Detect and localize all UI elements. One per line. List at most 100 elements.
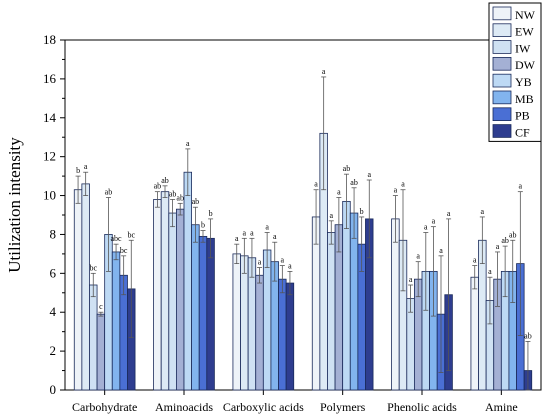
x-category-label: Amine [485,400,518,414]
significance-label: a [488,267,492,276]
x-axis: Carbohydrate Aminoacids Carboxylic acids Po… [72,390,518,414]
x-category-label: Carbohydrate [72,400,137,414]
significance-label: a [432,217,436,226]
significance-label: ab [169,189,177,198]
significance-label: a [424,223,428,232]
legend-swatch [492,107,512,122]
legend-label: NW [515,8,536,22]
legend-swatch [492,23,512,37]
significance-label: b [76,166,80,175]
significance-label: a [337,188,341,197]
bar [470,276,479,391]
legend-swatch [492,124,512,138]
x-category-label: Aminoacids [155,400,213,414]
significance-label: ab [501,236,509,245]
legend-swatch [492,57,512,71]
significance-label: bc [120,246,128,255]
plot-frame [64,39,542,391]
bar [232,253,241,391]
significance-label: a [258,258,262,267]
significance-label: bc [89,263,97,272]
significance-label: ab [105,188,113,197]
significance-label: a [439,246,443,255]
significance-label: a [416,252,420,261]
legend-swatch [492,73,512,88]
significance-label: a [401,180,405,189]
legend-label: PB [515,109,530,123]
bar [327,232,336,391]
bar [342,200,351,391]
y-tick-label: 12 [43,149,56,164]
y-axis: 0 2 4 6 8 10 12 14 16 18 [43,32,65,397]
bar [73,189,83,391]
significance-label: a [265,223,269,232]
significance-label: ab [343,164,351,173]
legend: NW EW IW DW YB MB PB CF [488,2,542,142]
y-tick-label: 4 [50,304,57,319]
bar [278,278,287,391]
legend-label: YB [515,75,532,89]
y-tick-label: 10 [43,188,56,203]
significance-label: ab [524,331,532,340]
significance-label: a [322,67,326,76]
significance-label: a [84,162,88,171]
bar [391,218,400,391]
significance-label: a [329,211,333,220]
significance-label: ab [350,178,358,187]
bar [262,249,272,391]
significance-label: bc [127,230,135,239]
significance-label: a [186,139,190,148]
legend-label: CF [515,125,530,139]
significance-label: ab [192,197,200,206]
legend-swatch [492,90,512,105]
bar [240,255,249,391]
significance-label: a [314,180,318,189]
significance-label: ab [161,176,169,185]
significance-label: ab [176,193,184,202]
bar [81,183,90,391]
bar [153,199,162,391]
significance-label: ab [509,230,517,239]
significance-label: a [394,186,398,195]
y-tick-label: 0 [50,382,57,397]
significance-label: b [360,207,364,216]
significance-label: a [288,261,292,270]
y-tick-label: 14 [43,110,57,125]
bar [111,251,121,391]
y-tick-label: 16 [43,71,57,86]
bar [349,212,359,391]
significance-label: a [367,170,371,179]
y-axis-label: Utilization intensity [5,137,24,273]
legend-label: IW [515,41,531,55]
significance-label: a [519,182,523,191]
bar [96,313,106,391]
significance-label: a [243,228,247,237]
y-tick-label: 18 [43,32,56,47]
significance-label: a [447,209,451,218]
bar [191,224,200,391]
legend-swatch [492,40,512,54]
bar [175,208,185,391]
bar [206,237,215,391]
bar [255,274,264,391]
significance-label: a [473,256,477,265]
legend-swatch [492,6,512,21]
significance-label: a [235,234,239,243]
significance-label: a [250,228,254,237]
legend-label: DW [515,58,536,72]
significance-label: a [409,275,413,284]
bar [89,284,98,391]
x-category-label: Phenolic acids [387,400,457,414]
significance-label: b [201,221,205,230]
legend-label: EW [515,25,534,39]
y-tick-label: 6 [50,265,57,280]
legend-label: MB [515,92,534,106]
bar [198,235,208,391]
significance-label: a [496,242,500,251]
x-category-label: Polymers [320,400,366,414]
significance-label: c [99,302,103,311]
bar [285,282,295,391]
bar [183,171,192,391]
